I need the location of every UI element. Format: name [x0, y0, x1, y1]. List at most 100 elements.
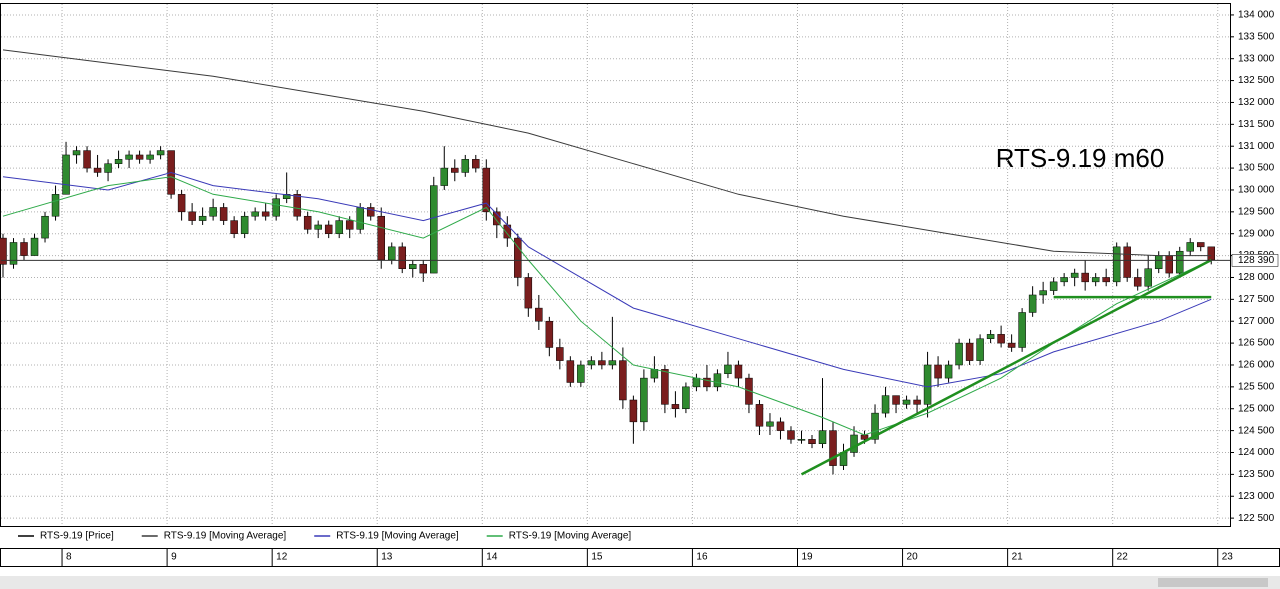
candle-body — [303, 215, 312, 230]
candle-body — [93, 167, 102, 173]
x-tick-label: 16 — [696, 552, 708, 563]
y-tick-label: 129 500 — [1238, 206, 1275, 217]
candle-body — [545, 320, 554, 348]
candle-body — [829, 430, 837, 466]
candle-body — [965, 342, 974, 361]
candle-body — [62, 154, 70, 195]
y-tick-label: 127 000 — [1238, 316, 1275, 327]
y-tick-label: 130 000 — [1238, 185, 1275, 196]
candle-body — [461, 159, 470, 173]
candle-body — [1039, 290, 1047, 296]
candle-body — [629, 399, 638, 423]
candle-body — [640, 377, 648, 423]
candle-body — [997, 334, 1005, 344]
candle-body — [72, 150, 81, 156]
y-tick-label: 129 000 — [1238, 228, 1275, 239]
candle-body — [51, 194, 60, 217]
last-price-label: 128 390 — [1238, 255, 1275, 266]
y-tick-label: 124 500 — [1238, 425, 1275, 436]
moving-average-line — [2, 171, 1212, 388]
y-tick-label: 126 000 — [1238, 360, 1275, 371]
candle-body — [440, 167, 449, 186]
candle-body — [692, 377, 701, 388]
candle-body — [1081, 272, 1089, 283]
x-tick-label: 14 — [486, 552, 498, 563]
candle-body — [598, 360, 606, 366]
candle-body — [671, 404, 680, 409]
scroll-thumb[interactable] — [1158, 578, 1268, 587]
scrollbar[interactable] — [0, 576, 1280, 589]
candle-body — [209, 207, 217, 217]
candle-body — [892, 395, 900, 405]
candle-body — [198, 215, 207, 221]
candle-body — [419, 264, 428, 274]
x-tick-label: 15 — [591, 552, 603, 563]
y-tick-label: 125 000 — [1238, 403, 1275, 414]
candle-body — [608, 360, 617, 366]
y-tick-label: 125 500 — [1238, 381, 1275, 392]
candle-body — [1060, 277, 1068, 283]
candle-body — [104, 163, 112, 173]
candle-body — [41, 215, 49, 239]
candle-body — [114, 159, 123, 164]
candle-body — [619, 360, 627, 401]
y-tick-label: 123 500 — [1238, 469, 1275, 480]
y-tick-label: 134 000 — [1238, 10, 1275, 21]
candle-body — [293, 194, 301, 217]
candle-body — [1154, 255, 1163, 269]
y-tick-label: 124 000 — [1238, 447, 1275, 458]
y-tick-label: 132 000 — [1238, 97, 1275, 108]
candle-body — [682, 386, 690, 409]
candle-body — [251, 211, 259, 217]
candle-body — [398, 246, 406, 269]
candle-body — [1091, 277, 1100, 283]
candle-body — [1028, 294, 1037, 313]
candle-body — [1070, 272, 1079, 278]
candle-body — [566, 360, 575, 383]
candle-body — [188, 211, 196, 221]
candle-body — [1133, 277, 1142, 287]
candle-body — [1186, 242, 1194, 252]
x-tick-label: 9 — [171, 552, 177, 563]
candle-body — [335, 220, 343, 234]
candle-body — [146, 154, 154, 160]
candle-body — [955, 342, 963, 366]
candle-body — [1049, 281, 1058, 291]
x-tick-label: 21 — [1012, 552, 1024, 563]
y-tick-label: 128 000 — [1238, 272, 1275, 283]
moving-average-line — [2, 49, 1212, 257]
candle-body — [766, 421, 774, 427]
candle-body — [976, 338, 984, 361]
candle-body — [650, 369, 659, 379]
candle-body — [808, 439, 816, 444]
y-tick-label: 132 500 — [1238, 75, 1275, 86]
candle-body — [1175, 250, 1184, 274]
x-tick-label: 8 — [66, 552, 72, 563]
candle-body — [797, 439, 806, 441]
candle-body — [219, 207, 228, 221]
x-tick-label: 12 — [276, 552, 288, 563]
candle-body — [871, 412, 879, 440]
candle-body — [156, 150, 165, 156]
date-strip — [0, 548, 1280, 567]
y-tick-label: 133 000 — [1238, 53, 1275, 64]
candle-body — [1112, 246, 1121, 283]
candle-body — [1123, 246, 1131, 278]
candle-body — [734, 364, 743, 379]
candle-body — [20, 242, 28, 256]
candle-body — [356, 207, 364, 230]
y-tick-label: 127 500 — [1238, 294, 1275, 305]
candle-body — [661, 369, 669, 405]
candle-body — [240, 215, 249, 234]
candle-body — [535, 307, 543, 322]
candle-body — [944, 364, 953, 379]
plot-frame — [0, 3, 1231, 527]
candle-body — [902, 399, 911, 405]
candle-body — [387, 246, 396, 261]
candle-body — [1144, 268, 1152, 287]
candle-body — [314, 224, 322, 230]
trendline — [800, 258, 1212, 476]
candle-body — [30, 237, 39, 256]
candle-body — [776, 421, 785, 431]
